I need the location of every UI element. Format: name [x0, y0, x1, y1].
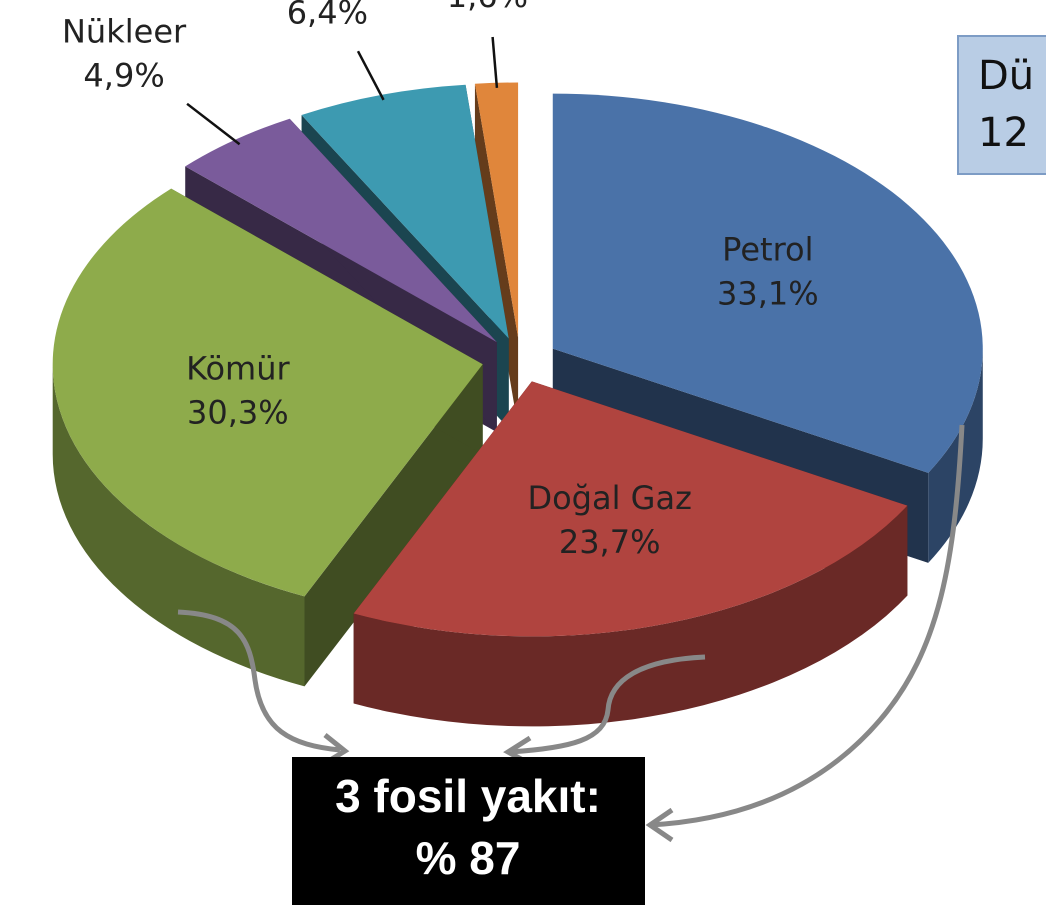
pie	[52, 82, 983, 727]
corner-box	[957, 35, 1046, 175]
arrow	[509, 654, 706, 755]
slice-top	[474, 82, 519, 338]
arrow	[177, 609, 341, 753]
value-label: 23,7%	[559, 523, 661, 561]
leader-line	[491, 36, 499, 89]
category-label: Doğal Gaz	[527, 479, 691, 517]
arrow	[649, 424, 965, 828]
slice-side	[304, 364, 483, 687]
arrow-head	[645, 807, 674, 843]
labels: Petrol 33,1% Doğal Gaz 23,7% Kömür 30,3% Nükle…	[62, 0, 819, 561]
slice	[353, 381, 908, 727]
category-label: Nükleer	[62, 12, 187, 50]
arrows	[177, 424, 965, 843]
value-label: 30,3%	[187, 393, 289, 431]
value-label: 6,4%	[287, 0, 368, 32]
slice-top	[301, 84, 509, 339]
corner-text: Dü	[978, 53, 1034, 99]
category-label: Petrol	[722, 231, 813, 269]
slice-wall	[928, 348, 983, 563]
value-label: 33,1%	[717, 275, 819, 313]
slice-top	[185, 118, 497, 343]
annotation: 3 fosil yakıt:	[335, 770, 601, 822]
slice-wall	[52, 364, 305, 687]
slice-wall	[353, 505, 908, 727]
slice-top	[552, 93, 983, 473]
value-label: 4,9%	[83, 56, 164, 94]
annotation: % 87	[416, 832, 521, 884]
annotation-box	[292, 757, 645, 905]
slice-top	[353, 381, 908, 637]
value-label: 1,6%	[447, 0, 528, 15]
category-label: Kömür	[186, 349, 290, 387]
slice	[52, 188, 483, 687]
leader-line	[356, 50, 385, 101]
slice-top	[52, 188, 483, 597]
corner-text: 12	[978, 110, 1029, 156]
leader-line	[186, 102, 241, 146]
